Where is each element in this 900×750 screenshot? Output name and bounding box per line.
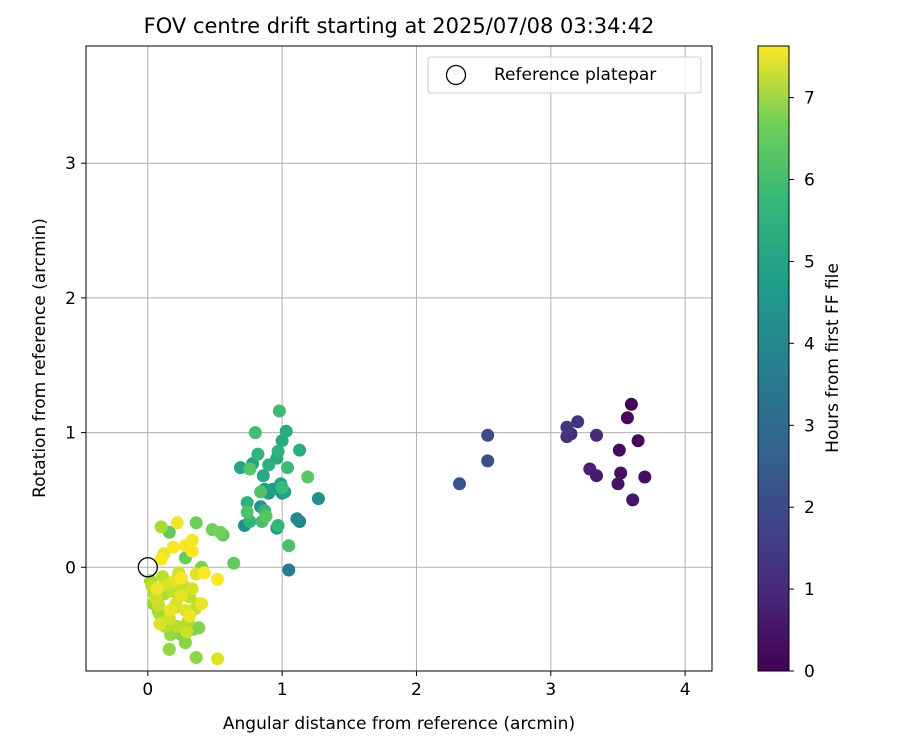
scatter-point: [272, 404, 286, 418]
plot-frame: [85, 45, 713, 672]
scatter-point: [590, 428, 603, 442]
scatter-point: [149, 591, 163, 605]
y-axis-ticks: 0 1 2 3: [65, 154, 86, 578]
colorbar-tick-label: 4: [804, 334, 815, 354]
scatter-point: [150, 582, 164, 596]
scatter-point: [153, 617, 167, 631]
scatter-point: [583, 462, 597, 476]
x-tick-label: 3: [545, 680, 556, 700]
scatter-point: [240, 496, 254, 510]
scatter-point: [251, 447, 265, 461]
scatter-point: [240, 505, 254, 519]
scatter-point: [282, 563, 296, 577]
scatter-point: [481, 428, 495, 442]
legend: Reference platepar: [427, 56, 702, 94]
colorbar: 0 1 2 3 4 5 6 7 Hours from first FF file: [757, 45, 843, 682]
colorbar-tick-label: 6: [804, 171, 815, 191]
scatter-point: [259, 509, 273, 523]
colorbar-gradient: [757, 45, 790, 672]
scatter-point: [560, 420, 574, 434]
scatter-point: [271, 519, 285, 532]
scatter-point: [185, 544, 199, 558]
scatter-point: [178, 636, 192, 650]
legend-marker-reference: [445, 64, 467, 86]
scatter-point: [256, 469, 270, 483]
scatter-point: [262, 458, 276, 472]
scatter-point: [180, 625, 194, 639]
scatter-point: [293, 443, 307, 457]
colorbar-tick-label: 2: [804, 498, 815, 518]
scatter-point: [170, 516, 184, 530]
scatter-point: [624, 397, 638, 411]
scatter-point: [164, 603, 178, 617]
legend-label: Reference platepar: [494, 65, 656, 85]
scatter-point: [275, 481, 289, 495]
scatter-point: [154, 520, 168, 534]
scatter-point: [174, 589, 188, 603]
colorbar-tick-label: 0: [804, 662, 815, 682]
scatter-point: [638, 470, 652, 484]
colorbar-tick-label: 5: [804, 252, 815, 272]
scatter-point: [560, 430, 574, 444]
scatter-point: [166, 540, 180, 554]
scatter-point: [154, 552, 168, 566]
colorbar-tick-label: 7: [804, 89, 815, 109]
scatter-point: [182, 609, 196, 623]
scatter-point: [453, 477, 466, 491]
scatter-point: [211, 652, 225, 666]
scatter-point: [282, 539, 296, 553]
colorbar-tick-label: 1: [804, 580, 815, 600]
scatter-point: [311, 492, 325, 506]
x-tick-label: 0: [142, 680, 153, 700]
scatter-point: [197, 566, 211, 580]
scatter-point: [211, 572, 225, 586]
scatter-point: [281, 461, 294, 475]
scatter-point: [301, 470, 315, 484]
scatter-point: [612, 443, 626, 457]
scatter-point: [205, 523, 219, 537]
scatter-point: [170, 620, 184, 633]
x-tick-label: 4: [680, 680, 691, 700]
scatter-point: [620, 411, 634, 425]
x-axis-ticks: 0 1 2 3 4: [142, 671, 691, 700]
scatter-point: [189, 651, 203, 664]
scatter-point: [195, 597, 208, 611]
scatter-point: [162, 642, 176, 656]
y-axis-label: Rotation from reference (arcmin): [30, 218, 50, 498]
scatter-point: [626, 493, 640, 507]
y-tick-label: 3: [65, 154, 76, 174]
scatter-point: [185, 582, 199, 596]
scatter-point: [614, 466, 628, 480]
colorbar-label: Hours from first FF file: [823, 263, 843, 453]
chart-title: FOV centre drift starting at 2025/07/08 …: [144, 14, 655, 38]
scatter-point: [227, 556, 241, 570]
y-tick-label: 1: [65, 424, 76, 444]
scatter-point: [571, 415, 585, 429]
reference-point-marker: [137, 557, 158, 578]
scatter-point: [271, 444, 285, 458]
x-tick-label: 2: [411, 680, 422, 700]
scatter-point: [174, 571, 188, 585]
scatter-point: [611, 477, 625, 491]
y-tick-label: 0: [65, 558, 76, 578]
scatter-point: [290, 512, 304, 526]
scatter-point: [192, 621, 206, 635]
scatter-point: [254, 485, 268, 499]
grid: [86, 46, 712, 671]
y-tick-label: 2: [65, 289, 76, 309]
colorbar-tick-label: 3: [804, 416, 815, 436]
scatter-point: [631, 434, 645, 448]
x-axis-label: Angular distance from reference (arcmin): [223, 714, 575, 734]
scatter-point: [481, 454, 495, 468]
scatter-point: [279, 424, 293, 438]
scatter-point: [189, 516, 203, 530]
colorbar-ticks: 0 1 2 3 4 5 6 7: [789, 89, 815, 682]
x-tick-label: 1: [277, 680, 288, 700]
legend-box: [427, 56, 702, 94]
scatter-points: [137, 397, 652, 666]
scatter-point: [243, 462, 257, 476]
scatter-point: [248, 426, 262, 440]
